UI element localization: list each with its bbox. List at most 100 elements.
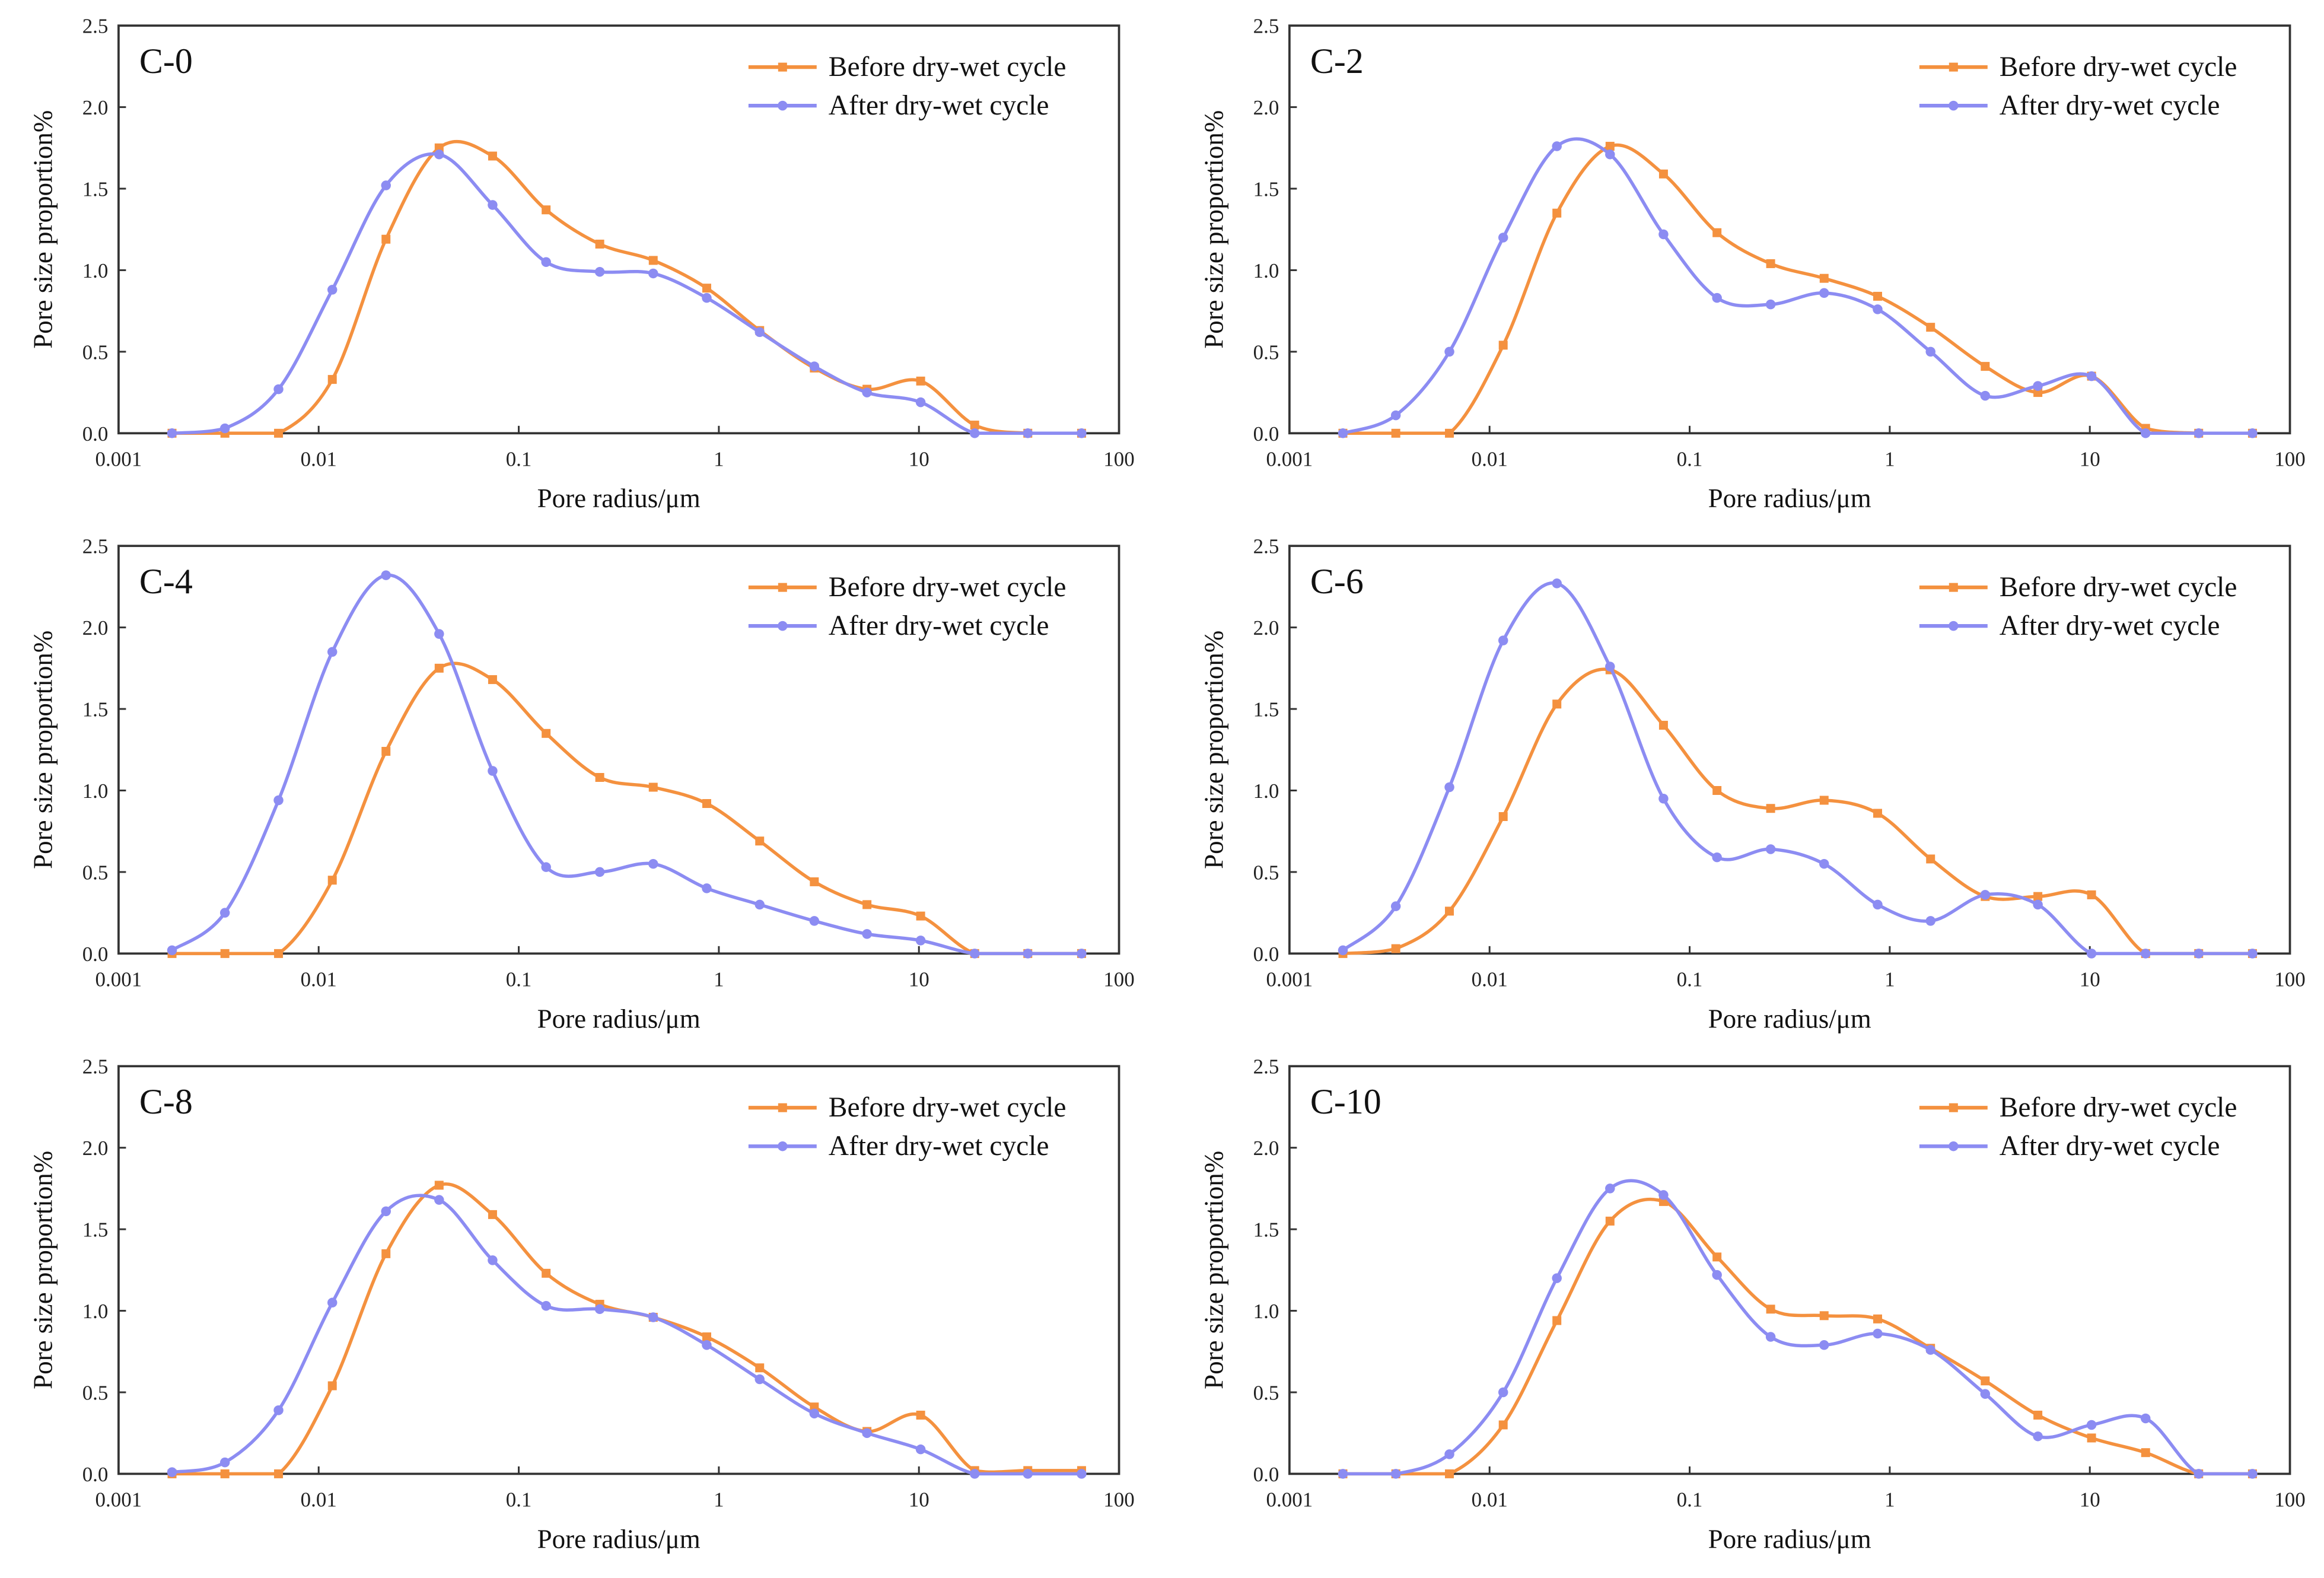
data-point-before: [810, 877, 819, 886]
data-point-before: [1391, 428, 1400, 438]
legend-label-after: After dry-wet cycle: [829, 90, 1049, 121]
data-point-before: [1445, 906, 1454, 916]
data-point-after: [1605, 1184, 1615, 1194]
data-point-after: [1980, 890, 1991, 900]
plot-frame: [117, 1065, 1120, 1475]
chart-panel-c-2: 0.0 0.5 1.0 1.5 2.0 2.5 0.001 0.01 0.1 1 10 100 Pore…: [1199, 15, 2305, 514]
data-point-after: [167, 428, 177, 438]
data-point-before: [916, 376, 925, 386]
data-point-after: [1658, 793, 1669, 804]
data-point-before: [595, 239, 604, 249]
x-axis-label: Pore radius/μm: [537, 1524, 701, 1554]
data-point-after: [219, 908, 230, 918]
y-tick-label: 0.5: [82, 1381, 109, 1404]
data-point-before: [1926, 323, 1935, 332]
data-point-after: [2033, 899, 2043, 910]
data-point-after: [969, 428, 980, 438]
data-point-before: [1981, 1376, 1990, 1386]
data-point-after: [488, 766, 498, 776]
data-point-after: [488, 1255, 498, 1265]
data-point-after: [219, 423, 230, 434]
x-tick-label: 0.01: [1472, 447, 1508, 470]
data-point-after: [327, 285, 338, 295]
chart-panel-c-8: 0.0 0.5 1.0 1.5 2.0 2.5 0.001 0.01 0.1 1 10 100 Pore…: [28, 1055, 1134, 1554]
x-tick-label: 0.1: [1677, 968, 1703, 991]
plot-frame: [117, 24, 1120, 435]
data-point-after: [541, 862, 551, 872]
data-point-after: [2033, 1431, 2043, 1442]
data-point-before: [1498, 1420, 1508, 1430]
data-point-after: [2086, 949, 2097, 959]
x-tick-label: 10: [909, 1488, 929, 1511]
y-tick-label: 0.0: [82, 422, 109, 446]
data-point-before: [327, 876, 337, 885]
data-point-before: [2087, 1433, 2096, 1443]
y-tick-label: 1.5: [1253, 1219, 1279, 1242]
data-point-before: [1926, 854, 1935, 864]
legend-marker-before: [1949, 62, 1958, 72]
data-point-after: [702, 883, 712, 893]
x-tick-label: 0.001: [1266, 1488, 1313, 1511]
data-point-after: [1765, 844, 1776, 854]
y-tick-label: 0.5: [1253, 861, 1279, 884]
data-point-after: [809, 1408, 820, 1418]
data-point-before: [2141, 1448, 2150, 1458]
data-point-after: [1712, 852, 1722, 863]
data-point-after: [862, 929, 872, 939]
data-point-before: [274, 428, 284, 438]
legend-label-after: After dry-wet cycle: [2000, 90, 2220, 121]
data-point-before: [1819, 796, 1829, 805]
data-point-after: [648, 268, 658, 279]
y-tick-label: 1.0: [1253, 259, 1279, 282]
legend-marker-before: [1949, 583, 1958, 592]
data-point-after: [2086, 371, 2097, 381]
x-tick-label: 100: [1103, 968, 1134, 991]
data-point-after: [2140, 1413, 2151, 1424]
data-point-before: [755, 836, 765, 846]
y-tick-label: 2.5: [1253, 535, 1279, 558]
y-tick-label: 0.0: [1253, 1463, 1279, 1486]
data-point-after: [1444, 346, 1454, 357]
data-point-before: [1445, 1469, 1454, 1478]
y-tick-label: 1.5: [1253, 178, 1279, 201]
data-point-before: [862, 900, 872, 909]
data-point-before: [916, 911, 925, 921]
y-axis-label: Pore size proportion%: [28, 1151, 58, 1389]
x-tick-label: 100: [1103, 447, 1134, 470]
data-point-after: [381, 1206, 391, 1217]
y-tick-label: 0.0: [82, 1463, 109, 1486]
data-point-after: [1712, 292, 1722, 303]
data-point-after: [2140, 428, 2151, 438]
data-point-before: [595, 773, 604, 782]
data-point-after: [327, 647, 338, 657]
data-point-after: [1390, 1469, 1401, 1479]
y-tick-label: 2.0: [1253, 1137, 1279, 1160]
data-point-after: [1873, 899, 1883, 910]
plot-frame: [1288, 1065, 2291, 1475]
data-point-before: [1766, 804, 1775, 813]
legend-label-before: Before dry-wet cycle: [2000, 1092, 2237, 1123]
data-point-after: [2086, 1420, 2097, 1430]
x-tick-label: 0.01: [301, 447, 337, 470]
x-tick-label: 0.001: [1266, 447, 1313, 470]
series-line-after: [1343, 1179, 2253, 1476]
plot-frame: [1288, 545, 2291, 955]
data-point-before: [1658, 169, 1668, 179]
data-point-after: [594, 1304, 605, 1315]
x-axis-label: Pore radius/μm: [1708, 483, 1871, 513]
data-point-before: [1766, 259, 1775, 268]
y-tick-label: 2.5: [1253, 15, 1279, 38]
data-point-after: [594, 867, 605, 877]
data-point-before: [327, 1381, 337, 1391]
data-point-before: [1445, 428, 1454, 438]
legend-label-after: After dry-wet cycle: [2000, 1131, 2220, 1162]
y-tick-label: 2.5: [82, 15, 109, 38]
data-point-after: [1023, 949, 1033, 959]
data-point-after: [2033, 381, 2043, 391]
data-point-after: [434, 149, 444, 160]
data-point-before: [702, 284, 711, 293]
data-point-before: [274, 1469, 284, 1478]
data-point-before: [542, 205, 551, 215]
x-tick-label: 100: [2274, 968, 2305, 991]
data-point-after: [969, 949, 980, 959]
